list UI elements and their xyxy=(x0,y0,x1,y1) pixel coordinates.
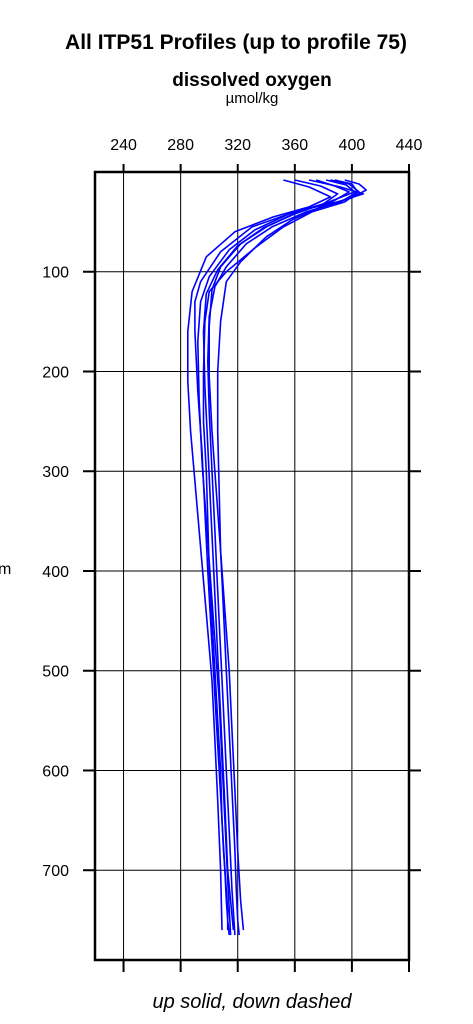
legend-caption: up solid, down dashed xyxy=(152,991,352,1013)
profile-line-up-0 xyxy=(202,179,360,931)
y-tick-label: 500 xyxy=(42,664,69,681)
profile-series xyxy=(187,179,368,936)
tick-marks xyxy=(83,164,421,972)
x-tick-label: 240 xyxy=(110,137,137,154)
y-tick-label: 600 xyxy=(42,763,69,780)
x-tick-label: 400 xyxy=(339,137,366,154)
x-tick-label: 360 xyxy=(281,137,308,154)
x-tick-label: 440 xyxy=(396,137,423,154)
profile-line-up-7 xyxy=(208,179,350,931)
profile-line-up-6 xyxy=(202,179,356,931)
x-axis-label: dissolved oxygen xyxy=(172,70,331,91)
y-tick-label: 400 xyxy=(42,564,69,581)
x-tick-label: 320 xyxy=(224,137,251,154)
grid xyxy=(95,172,409,960)
y-tick-labels: 100 200 300 400 500 600 700 xyxy=(42,265,69,880)
profile-line-up-4 xyxy=(207,179,359,936)
chart-title: All ITP51 Profiles (up to profile 75) xyxy=(65,31,407,54)
x-axis-unit: µmol/kg xyxy=(226,90,279,107)
y-tick-label: 100 xyxy=(42,265,69,282)
y-tick-label: 200 xyxy=(42,364,69,381)
profile-line-up-3 xyxy=(187,179,332,931)
profile-line-up-2 xyxy=(216,179,368,936)
y-tick-label: 700 xyxy=(42,863,69,880)
y-tick-label: 300 xyxy=(42,464,69,481)
y-axis-label: m xyxy=(0,561,11,578)
plot-frame xyxy=(93,170,411,962)
x-tick-labels: 240 280 320 360 400 440 xyxy=(110,137,422,154)
x-tick-label: 280 xyxy=(167,137,194,154)
